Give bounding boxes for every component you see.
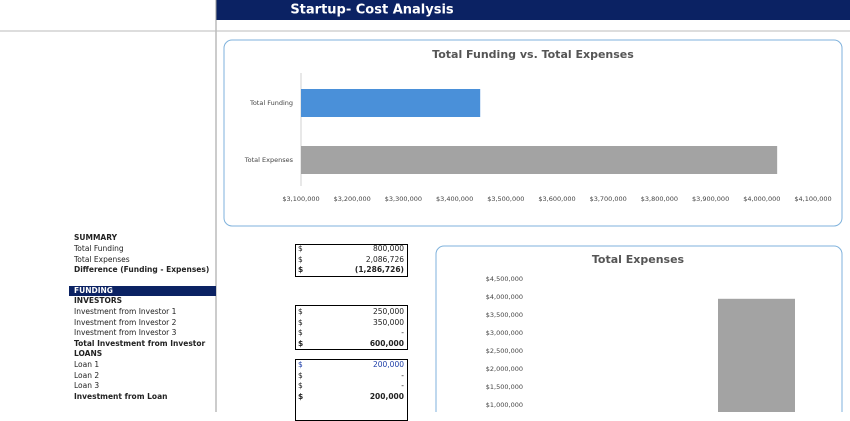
- row-label: Difference (Funding - Expenses): [74, 265, 210, 274]
- currency: $: [298, 265, 304, 274]
- y-tick-label: $4,500,000: [486, 275, 523, 283]
- heading: LOANS: [74, 349, 103, 358]
- row-label: Investment from Loan: [74, 391, 168, 401]
- chart-box: [223, 39, 843, 227]
- y-tick-label: $3,500,000: [486, 311, 523, 319]
- currency: $: [298, 328, 303, 337]
- x-tick-label: $3,400,000: [436, 195, 473, 203]
- x-tick-label: $3,300,000: [385, 195, 422, 203]
- canvas: Startup- Cost Analysis Total Funding vs.…: [0, 0, 850, 412]
- currency: $: [298, 254, 303, 264]
- row-label: Loan 1: [74, 360, 100, 369]
- amount: 200,000: [372, 360, 404, 369]
- y-tick-label: Total Funding: [249, 99, 293, 107]
- y-tick-label: $3,000,000: [486, 329, 523, 337]
- row-label: Total Expenses: [74, 254, 130, 264]
- value-box: [295, 244, 408, 277]
- currency: $: [298, 307, 303, 316]
- currency: $: [298, 391, 304, 401]
- heading: INVESTORS: [74, 296, 123, 305]
- bar: [301, 89, 481, 117]
- x-tick-label: $4,100,000: [794, 195, 831, 203]
- value-box: [295, 305, 408, 350]
- amount: 200,000: [369, 391, 404, 401]
- y-tick-label: Total Expenses: [244, 156, 294, 164]
- amount: -: [401, 381, 404, 390]
- heading: SUMMARY: [74, 233, 118, 242]
- section-band: [69, 286, 216, 296]
- y-tick-label: $4,000,000: [486, 293, 523, 301]
- currency: $: [298, 370, 303, 380]
- amount: 2,086,726: [365, 254, 404, 264]
- currency: $: [298, 244, 303, 253]
- x-tick-label: $3,700,000: [590, 195, 627, 203]
- row-label: Total Funding: [74, 244, 124, 253]
- y-tick-label: $2,000,000: [486, 365, 523, 373]
- chart-title: Total Funding vs. Total Expenses: [432, 48, 634, 61]
- bar: [301, 146, 778, 174]
- amount: (1,286,726): [354, 265, 404, 274]
- heading: FUNDING: [74, 286, 113, 295]
- x-tick-label: $3,800,000: [641, 195, 678, 203]
- x-tick-label: $3,600,000: [538, 195, 575, 203]
- row-label: Investment from Investor 1: [74, 307, 177, 316]
- row-label: Loan 2: [74, 370, 100, 380]
- bar: [718, 298, 795, 412]
- header-bar: [216, 0, 850, 20]
- chart-title: Total Expenses: [592, 253, 685, 266]
- amount: -: [401, 328, 404, 337]
- x-tick-label: $3,900,000: [692, 195, 729, 203]
- amount: 350,000: [372, 317, 404, 327]
- y-tick-label: $1,000,000: [486, 401, 523, 409]
- header-title: Startup- Cost Analysis: [290, 3, 454, 18]
- amount: 600,000: [369, 338, 404, 348]
- amount: 800,000: [372, 244, 404, 253]
- x-tick-label: $4,000,000: [743, 195, 780, 203]
- currency: $: [298, 338, 304, 348]
- x-tick-label: $3,200,000: [334, 195, 371, 203]
- row-label: Total Investment from Investor: [74, 338, 206, 348]
- currency: $: [298, 317, 303, 327]
- amount: -: [401, 370, 404, 380]
- currency: $: [298, 381, 303, 390]
- row-label: Loan 3: [74, 381, 100, 390]
- currency: $: [298, 360, 303, 369]
- x-tick-label: $3,500,000: [487, 195, 524, 203]
- x-tick-label: $3,100,000: [282, 195, 319, 203]
- y-tick-label: $2,500,000: [486, 347, 523, 355]
- row-label: Investment from Investor 2: [74, 317, 177, 327]
- row-label: Investment from Investor 3: [74, 328, 177, 337]
- amount: 250,000: [372, 307, 404, 316]
- y-tick-label: $1,500,000: [486, 383, 523, 391]
